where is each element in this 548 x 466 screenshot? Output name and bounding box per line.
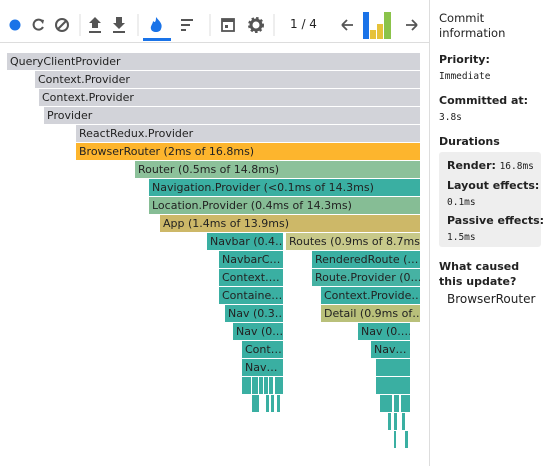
cause-title: What caused this update? — [439, 260, 520, 288]
cause-value[interactable]: BrowserRouter — [447, 292, 536, 306]
flame-node[interactable]: Navbar (0.4… — [207, 233, 283, 250]
flame-node[interactable]: Route.Provider (0… — [312, 269, 420, 286]
flame-node[interactable]: Nav (0.… — [358, 323, 410, 340]
durations-box: Render: 16.8ms Layout effects: 0.1ms Pas… — [439, 152, 545, 247]
previous-commit[interactable] — [341, 19, 353, 31]
passive-label: Passive effects: — [447, 214, 545, 227]
flame-node-small[interactable] — [266, 395, 269, 412]
reload-button[interactable] — [32, 18, 44, 31]
commit-bars[interactable] — [363, 12, 391, 39]
flame-node-small[interactable] — [401, 395, 410, 412]
clear-button[interactable] — [55, 18, 69, 32]
ranked-tab[interactable] — [181, 19, 193, 31]
flame-node[interactable]: NavbarC… — [219, 251, 283, 268]
save-button[interactable] — [113, 17, 125, 33]
flame-node[interactable]: Context.Provider — [35, 71, 420, 88]
flame-node[interactable]: Context.Provider — [39, 89, 420, 106]
flame-node[interactable]: Context.Provide… — [321, 287, 420, 304]
flame-node[interactable]: Navigation.Provider (<0.1ms of 14.3ms) — [149, 179, 420, 196]
settings-button[interactable] — [248, 17, 264, 33]
committed-value: 3.8s — [439, 112, 462, 123]
timeline-button[interactable] — [221, 18, 235, 32]
commit-sidebar: Commit information Priority: Immediate C… — [429, 0, 548, 466]
flame-node-small[interactable] — [380, 395, 392, 412]
render-value: 16.8ms — [499, 161, 534, 172]
layout-label: Layout effects: — [447, 179, 540, 192]
flame-node-small[interactable] — [269, 377, 273, 394]
next-commit[interactable] — [406, 19, 418, 31]
flame-node[interactable]: Nav… — [371, 341, 410, 358]
toolbar: 1 / 4 — [0, 0, 429, 43]
flame-node[interactable]: App (1.4ms of 13.9ms) — [160, 215, 420, 232]
priority-value: Immediate — [439, 71, 491, 82]
flame-node-small[interactable] — [275, 377, 283, 394]
commit-counter: 1 / 4 — [290, 17, 317, 31]
flame-node[interactable]: Routes (0.9ms of 8.7ms) — [286, 233, 420, 250]
flame-node-small[interactable] — [252, 395, 259, 412]
flame-node[interactable]: RenderedRoute (… — [312, 251, 420, 268]
flame-node-small[interactable] — [402, 413, 405, 430]
flame-node[interactable]: Location.Provider (0.4ms of 14.3ms) — [149, 197, 420, 214]
toolbar-icons — [9, 12, 418, 41]
flame-node[interactable]: Nav… — [242, 359, 283, 376]
flame-node[interactable]: Context.… — [219, 269, 283, 286]
flame-node-small[interactable] — [405, 431, 408, 448]
render-label: Render: — [447, 159, 496, 172]
layout-value: 0.1ms — [447, 197, 476, 208]
committed-label: Committed at: — [439, 94, 529, 107]
flame-node-small[interactable] — [376, 359, 410, 376]
sidebar-title: Commit information — [439, 11, 506, 40]
flamegraph-tab[interactable] — [143, 17, 171, 41]
flame-node-small[interactable] — [394, 413, 397, 430]
flame-node[interactable]: Detail (0.9ms of… — [321, 305, 420, 322]
flame-node[interactable]: Nav (0.3… — [225, 305, 283, 322]
flame-node-small[interactable] — [394, 395, 399, 412]
flame-node-small[interactable] — [252, 377, 258, 394]
flame-node[interactable]: Containe… — [219, 287, 283, 304]
flame-node-small[interactable] — [277, 395, 280, 412]
flame-node[interactable]: Cont… — [242, 341, 283, 358]
flame-node[interactable]: Router (0.5ms of 14.8ms) — [135, 161, 420, 178]
render-row: Render: 16.8ms — [447, 158, 534, 172]
flame-node-small[interactable] — [264, 377, 268, 394]
flame-node-small[interactable] — [388, 413, 391, 430]
flamegraph: QueryClientProvider Context.Provider Conte… — [0, 43, 429, 466]
priority-label: Priority: — [439, 53, 490, 66]
flame-node-small[interactable] — [271, 395, 274, 412]
flame-node[interactable]: QueryClientProvider — [7, 53, 420, 70]
load-button[interactable] — [89, 17, 101, 33]
flame-node[interactable]: Provider — [44, 107, 420, 124]
flame-node-small[interactable] — [394, 431, 396, 448]
flame-node[interactable]: Nav (0.… — [233, 323, 283, 340]
flame-node-small[interactable] — [376, 377, 410, 394]
flame-node-small[interactable] — [242, 377, 251, 394]
flame-node[interactable]: BrowserRouter (2ms of 16.8ms) — [76, 143, 420, 160]
durations-title: Durations — [439, 135, 500, 148]
record-button[interactable] — [9, 19, 21, 31]
flame-node-small[interactable] — [259, 377, 263, 394]
flame-node[interactable]: ReactRedux.Provider — [76, 125, 420, 142]
passive-value: 1.5ms — [447, 232, 476, 243]
